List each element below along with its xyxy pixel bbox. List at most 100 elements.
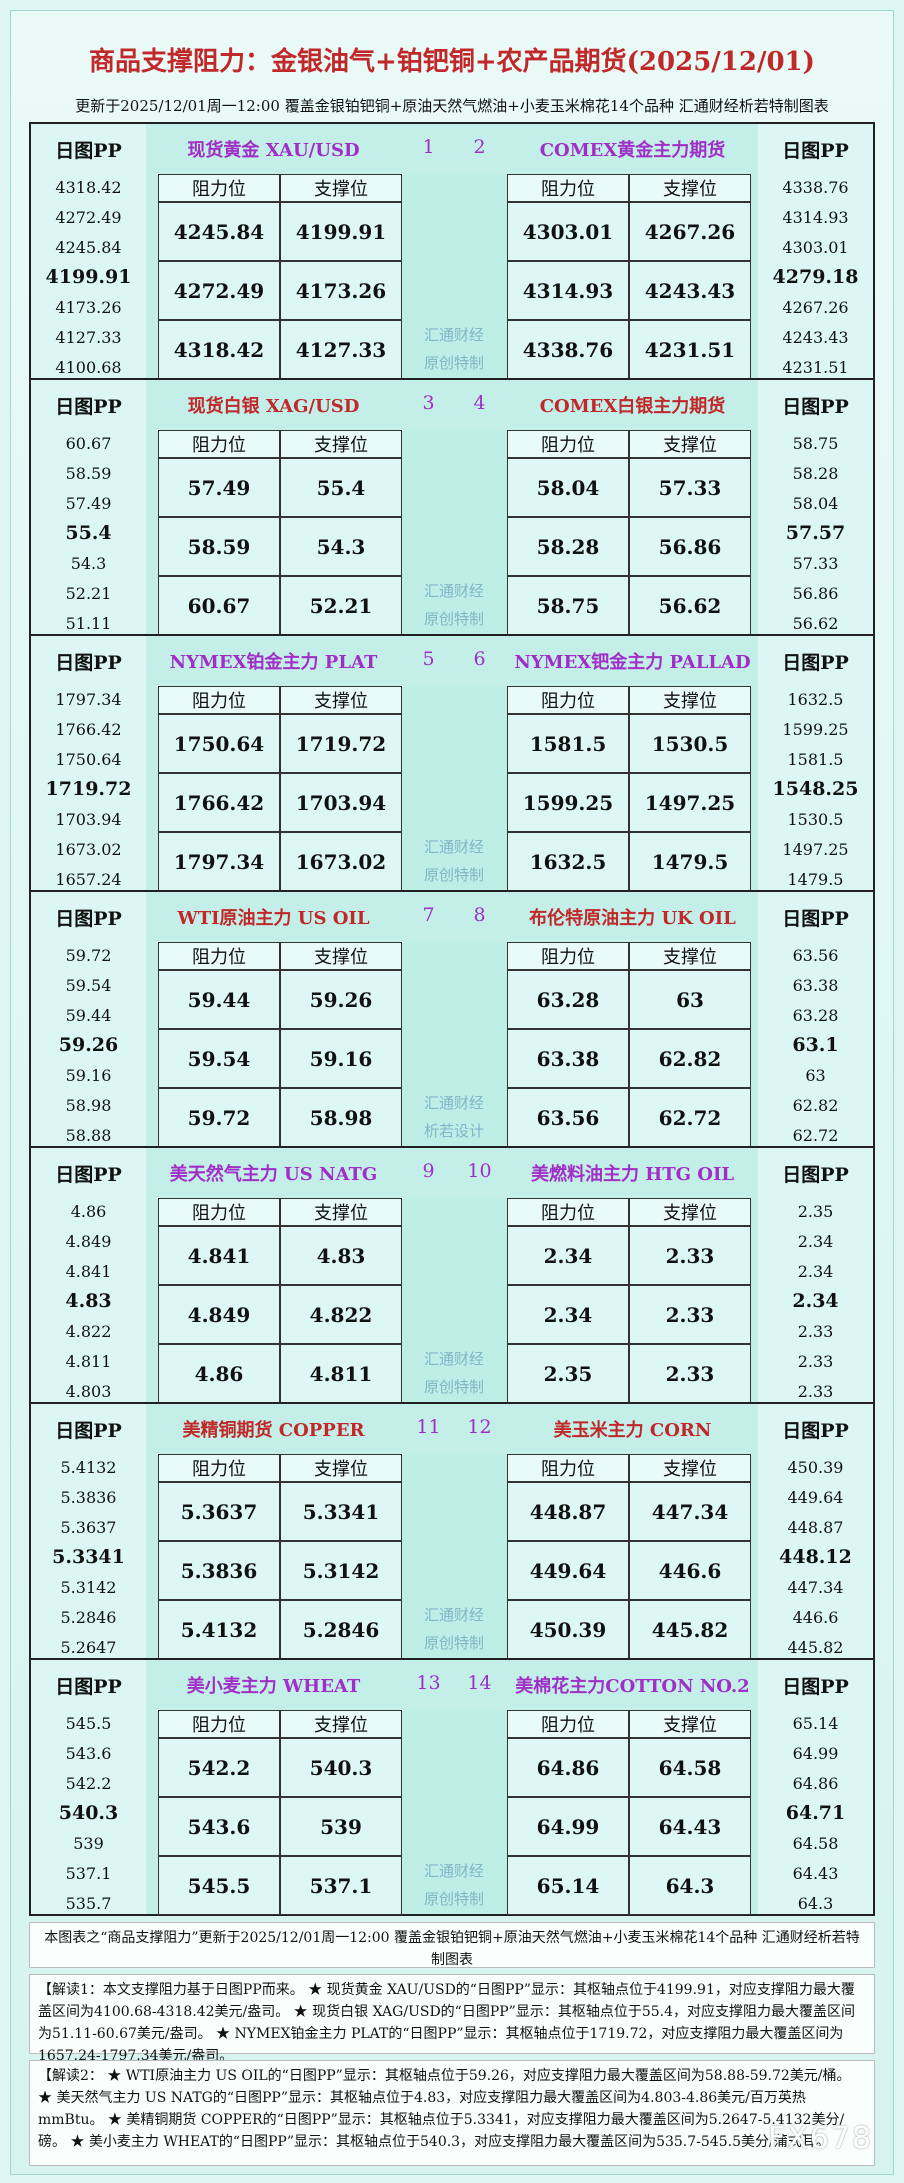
pp-column	[758, 1660, 873, 1914]
pp-value: 4.822	[65, 1322, 112, 1341]
watermark: 汇通财经	[423, 1606, 484, 1624]
middle-column	[401, 1710, 507, 1914]
pp-value: 64.99	[792, 1744, 839, 1763]
pp-value: 65.14	[792, 1714, 839, 1733]
watermark: 原创特制	[423, 1378, 484, 1396]
level-cell: 58.98	[280, 1088, 402, 1147]
pp-value: 4.849	[65, 1232, 112, 1251]
level-cell: 4.83	[280, 1226, 402, 1285]
pp-value: 5.3341	[52, 1546, 125, 1568]
level-cell: 54.3	[280, 517, 402, 576]
watermark: 汇通财经	[423, 1862, 484, 1880]
pp-value: 2.34	[797, 1232, 834, 1251]
instrument-name: 现货黄金 XAU/USD	[187, 140, 360, 161]
explanation: 【解读2： ★ WTI原油主力 US OIL的“日图PP”显示：其枢轴点位于59…	[29, 2060, 875, 2166]
level-cell: 2.33	[629, 1285, 751, 1344]
middle-column	[401, 1454, 507, 1658]
pp-value: 4.841	[65, 1262, 112, 1281]
pp-value: 64.86	[792, 1774, 839, 1793]
pp-value: 59.16	[65, 1066, 112, 1085]
pp-value: 446.6	[792, 1608, 839, 1627]
pp-value: 58.59	[65, 464, 112, 483]
block-number: 11	[416, 1416, 441, 1438]
pp-value: 64.3	[797, 1894, 834, 1913]
pp-header: 日图PP	[782, 1164, 849, 1186]
level-cell: 63	[629, 970, 751, 1029]
level-cell: 4.841	[158, 1226, 280, 1285]
pp-value: 52.21	[65, 584, 112, 603]
column-header: 支撑位	[280, 1454, 402, 1482]
pp-value: 59.72	[65, 946, 112, 965]
level-cell: 545.5	[158, 1856, 280, 1915]
watermark-logo: FX678	[767, 2121, 873, 2156]
pp-value: 4127.33	[55, 328, 122, 347]
pp-value: 64.71	[785, 1802, 846, 1824]
column-header: 阻力位	[507, 942, 629, 970]
pp-value: 4100.68	[55, 358, 122, 377]
pp-value: 2.33	[797, 1352, 834, 1371]
level-cell: 64.3	[629, 1856, 751, 1915]
pp-column	[758, 124, 873, 378]
level-cell: 5.3142	[280, 1541, 402, 1600]
pp-value: 1750.64	[55, 750, 122, 769]
instrument-name: 布伦特原油主力 UK OIL	[529, 908, 736, 929]
level-cell: 449.64	[507, 1541, 629, 1600]
pp-value: 535.7	[65, 1894, 112, 1913]
instrument-name: 美小麦主力 WHEAT	[186, 1676, 361, 1697]
middle-column	[401, 1198, 507, 1402]
middle-column	[401, 174, 507, 378]
pp-value: 543.6	[65, 1744, 112, 1763]
level-cell: 4199.91	[280, 202, 402, 261]
pp-value: 64.43	[792, 1864, 839, 1883]
watermark: 汇通财经	[423, 1350, 484, 1368]
level-cell: 4.822	[280, 1285, 402, 1344]
pp-value: 58.98	[65, 1096, 112, 1115]
block-number: 7	[422, 904, 435, 926]
level-cell: 1632.5	[507, 832, 629, 891]
watermark: 原创特制	[423, 866, 484, 884]
level-cell: 60.67	[158, 576, 280, 635]
pp-value: 1581.5	[787, 750, 844, 769]
level-cell: 59.54	[158, 1029, 280, 1088]
column-header: 支撑位	[629, 174, 751, 202]
pp-value: 5.3142	[60, 1578, 117, 1597]
pp-header: 日图PP	[55, 396, 122, 418]
level-cell: 62.72	[629, 1088, 751, 1147]
column-header: 阻力位	[507, 174, 629, 202]
middle-column	[401, 430, 507, 634]
pp-value: 540.3	[58, 1802, 119, 1824]
pp-value: 1766.42	[55, 720, 122, 739]
pp-value: 2.33	[797, 1322, 834, 1341]
level-cell: 5.2846	[280, 1600, 402, 1659]
instrument-name: 美精铜期货 COPPER	[182, 1420, 365, 1441]
pp-value: 1797.34	[55, 690, 122, 709]
column-header: 支撑位	[280, 174, 402, 202]
pp-value: 5.3637	[60, 1518, 117, 1537]
block-number: 4	[473, 392, 486, 414]
pp-value: 58.75	[792, 434, 839, 453]
instrument-block: 日图PP 日图PP 现货黄金 XAU/USD COMEX黄金主力期货 1 2 汇通财经 原创特…	[29, 122, 875, 380]
watermark: 原创特制	[423, 354, 484, 372]
pp-value: 1632.5	[787, 690, 844, 709]
column-header: 支撑位	[629, 686, 751, 714]
level-cell: 4243.43	[629, 261, 751, 320]
pp-value: 1673.02	[55, 840, 122, 859]
pp-value: 2.33	[797, 1382, 834, 1401]
pp-value: 542.2	[65, 1774, 112, 1793]
pp-column	[31, 892, 146, 1146]
level-cell: 2.35	[507, 1344, 629, 1403]
pp-column	[31, 124, 146, 378]
pp-value: 57.57	[785, 522, 846, 544]
pp-value: 59.26	[58, 1034, 119, 1056]
pp-value: 4338.76	[782, 178, 849, 197]
level-cell: 4173.26	[280, 261, 402, 320]
level-cell: 4303.01	[507, 202, 629, 261]
pp-column	[758, 636, 873, 890]
watermark: 汇通财经	[423, 326, 484, 344]
level-cell: 1479.5	[629, 832, 751, 891]
pp-value: 1530.5	[787, 810, 844, 829]
pp-header: 日图PP	[55, 1420, 122, 1442]
instrument-name: COMEX黄金主力期货	[539, 140, 726, 161]
poster: 商品支撑阻力：金银油气+铂钯铜+农产品期货(2025/12/01) 更新于202…	[10, 10, 894, 2175]
pp-value: 4303.01	[782, 238, 849, 257]
